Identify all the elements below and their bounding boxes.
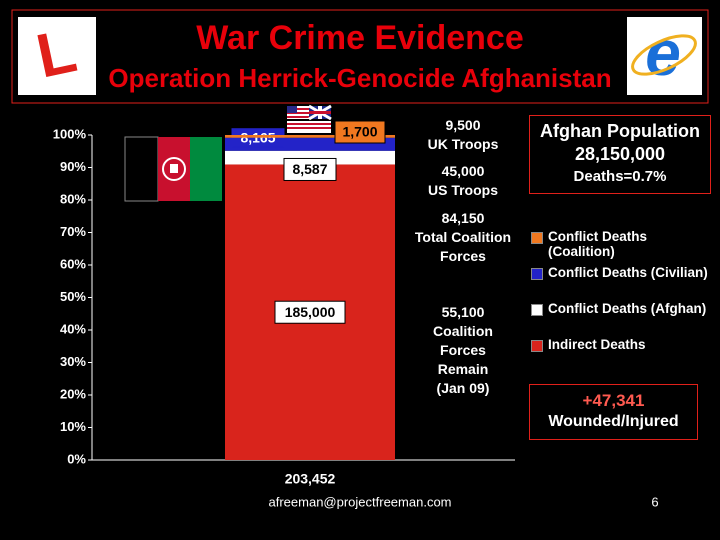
y-tick-label: 30% bbox=[60, 354, 86, 369]
x-tick-label: 203,452 bbox=[285, 471, 336, 487]
legend-swatch bbox=[531, 304, 543, 316]
us-uk-flags bbox=[287, 104, 332, 133]
footer: afreeman@projectfreeman.com bbox=[269, 494, 452, 509]
y-tick-label: 90% bbox=[60, 159, 86, 174]
annotation: 9,500 UK Troops bbox=[427, 117, 499, 152]
data-label-box bbox=[283, 157, 337, 181]
title-frame bbox=[11, 9, 709, 104]
y-tick-label: 10% bbox=[60, 419, 86, 434]
page-number: 6 bbox=[651, 494, 658, 509]
y-tick-label: 20% bbox=[60, 386, 86, 401]
population-title: Afghan Population bbox=[540, 121, 700, 141]
y-tick-label: 60% bbox=[60, 256, 86, 271]
y-tick-label: 70% bbox=[60, 224, 86, 239]
y-tick-label: 0% bbox=[67, 451, 86, 466]
data-label-box bbox=[334, 120, 386, 144]
l-plate-logo: L bbox=[18, 16, 96, 95]
slide-title: War Crime Evidence bbox=[196, 19, 524, 57]
wounded-value: +47,341 bbox=[582, 391, 645, 410]
bar-segment bbox=[225, 150, 395, 165]
data-label: 185,000 bbox=[285, 304, 336, 320]
y-tick-label: 100% bbox=[53, 126, 87, 141]
data-label-box bbox=[274, 300, 346, 324]
legend-label: Conflict Deaths (Coalition) bbox=[548, 229, 648, 259]
annotation: 45,000 US Troops bbox=[427, 163, 498, 198]
wounded-label: Wounded/Injured bbox=[548, 413, 679, 430]
population-note: Deaths=0.7% bbox=[573, 168, 667, 185]
bar-segment bbox=[225, 135, 395, 138]
svg-text:e: e bbox=[645, 17, 681, 89]
annotation: 84,150 Total Coalition Forces bbox=[414, 210, 512, 264]
y-tick-label: 40% bbox=[60, 321, 86, 336]
annotation: 55,100 Coalition Forces Remain (Jan 09) bbox=[433, 304, 493, 396]
legend-label: Conflict Deaths (Civilian) bbox=[548, 265, 708, 280]
legend-label: Conflict Deaths (Afghan) bbox=[548, 301, 707, 316]
legend-label: Indirect Deaths bbox=[548, 337, 646, 352]
slide-subtitle: Operation Herrick-Genocide Afghanistan bbox=[108, 63, 611, 93]
legend-swatch bbox=[531, 268, 543, 280]
browser-logo: e bbox=[627, 17, 702, 95]
data-label: 8,587 bbox=[292, 161, 327, 177]
legend-swatch bbox=[531, 340, 543, 352]
y-tick-label: 80% bbox=[60, 191, 86, 206]
population-value: 28,150,000 bbox=[574, 144, 666, 164]
wounded-box: +47,341 Wounded/Injured bbox=[529, 384, 698, 440]
population-box: Afghan Population 28,150,000 Deaths=0.7% bbox=[529, 115, 711, 194]
afghan-flag bbox=[124, 136, 222, 202]
y-tick-label: 50% bbox=[60, 289, 86, 304]
legend-swatch bbox=[531, 232, 543, 244]
data-label: 1,700 bbox=[342, 124, 377, 140]
